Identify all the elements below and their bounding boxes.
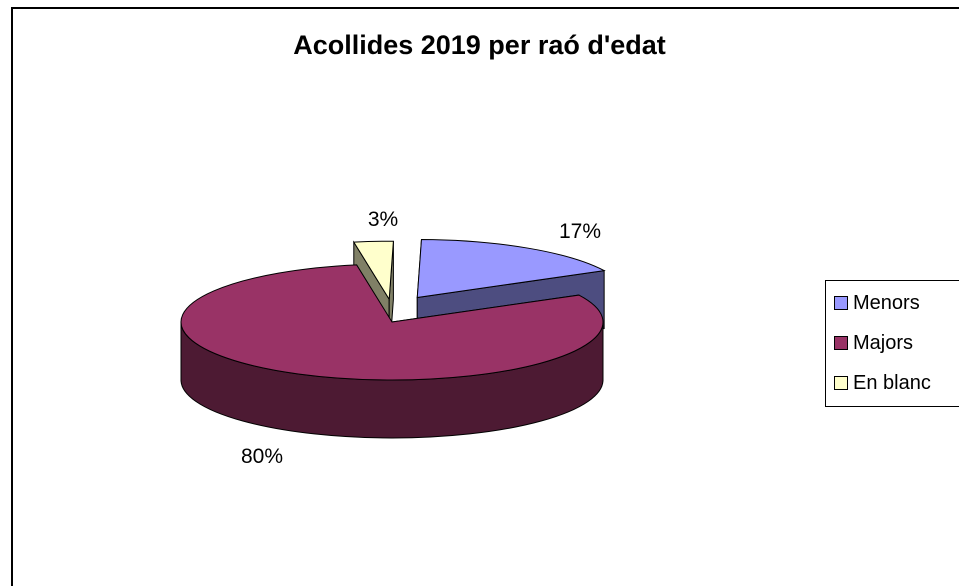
legend-label-menors: Menors xyxy=(853,291,920,314)
chart-legend: Menors Majors En blanc xyxy=(825,280,959,407)
legend-swatch-en-blanc xyxy=(834,376,848,390)
data-label-menors: 17% xyxy=(559,220,601,243)
data-label-majors: 80% xyxy=(241,445,283,468)
legend-label-en-blanc: En blanc xyxy=(853,371,931,394)
legend-label-majors: Majors xyxy=(853,331,914,354)
data-label-en-blanc: 3% xyxy=(368,208,398,231)
slice-en-blanc xyxy=(352,240,394,301)
legend-item-en-blanc: En blanc xyxy=(834,371,931,395)
chart-title: Acollides 2019 per raó d'edat xyxy=(293,30,666,60)
slice-menors xyxy=(416,239,606,299)
legend-item-majors: Majors xyxy=(834,331,913,355)
slice-majors xyxy=(180,264,604,381)
legend-swatch-majors xyxy=(834,336,848,350)
legend-item-menors: Menors xyxy=(834,291,920,315)
legend-swatch-menors xyxy=(834,296,848,310)
